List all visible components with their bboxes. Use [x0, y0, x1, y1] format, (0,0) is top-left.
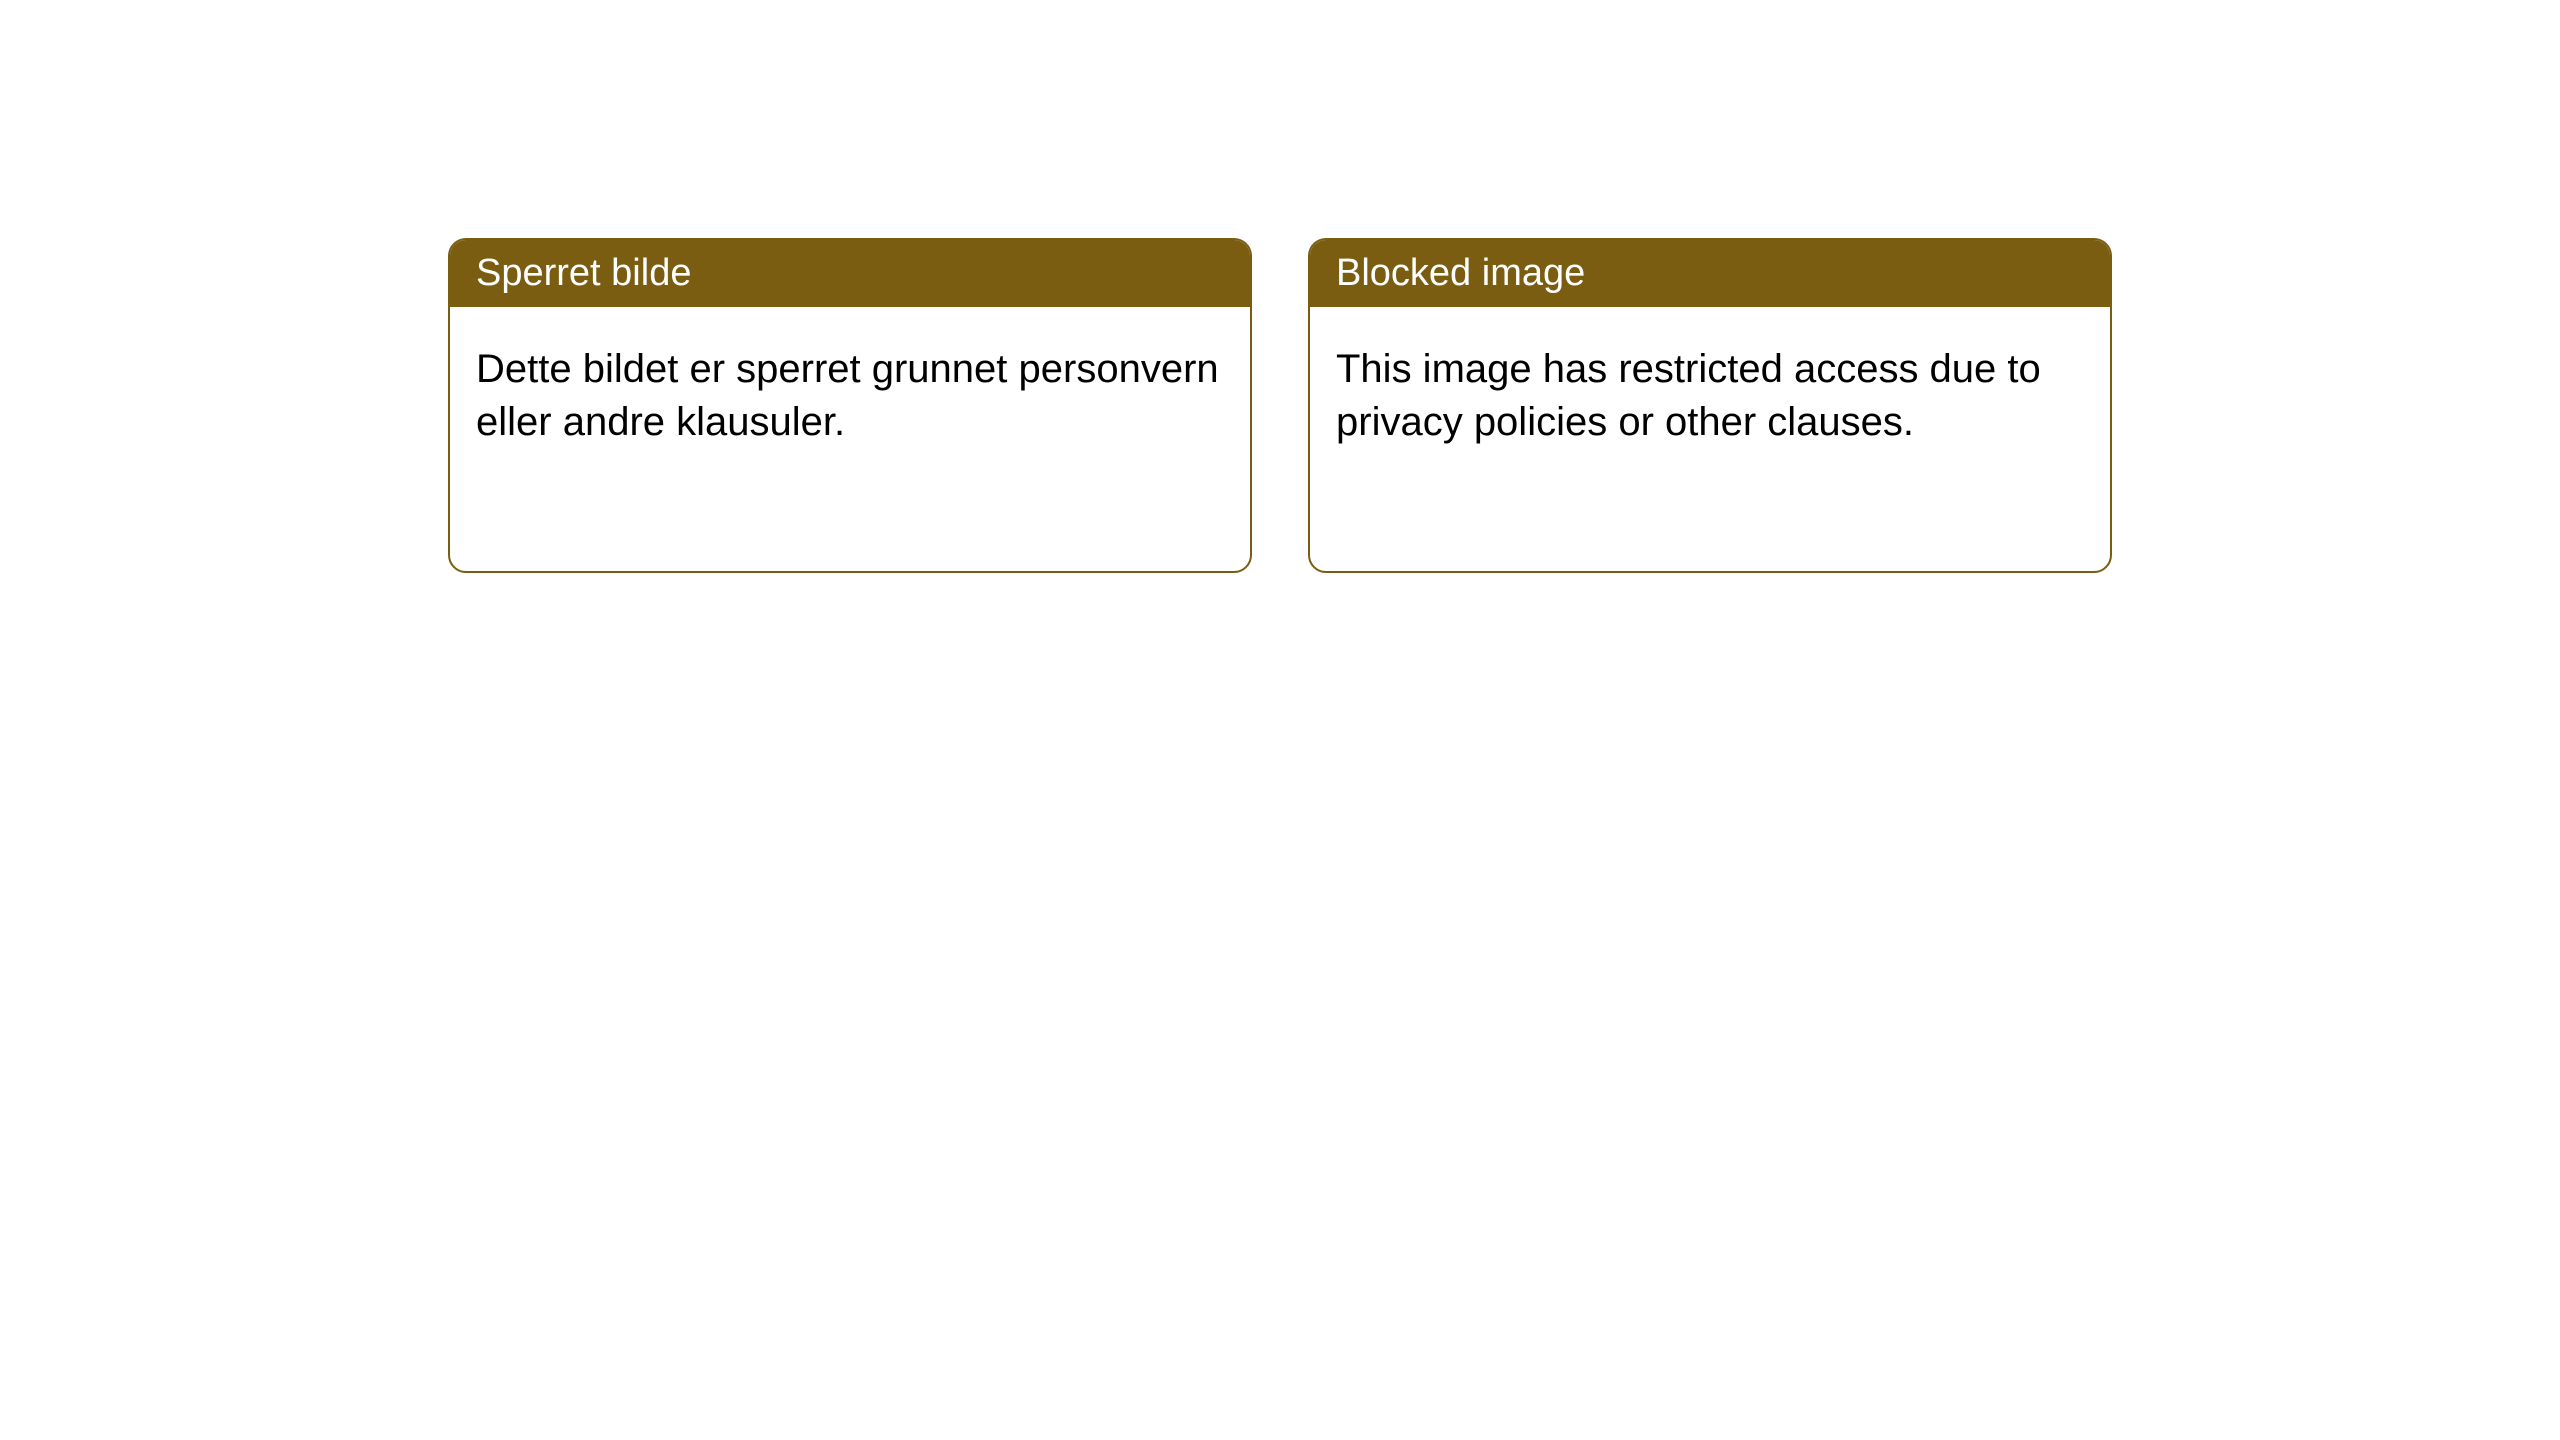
- card-body-text: Dette bildet er sperret grunnet personve…: [476, 347, 1219, 444]
- card-body-text: This image has restricted access due to …: [1336, 347, 2041, 444]
- blocked-image-card-no: Sperret bilde Dette bildet er sperret gr…: [448, 238, 1252, 573]
- notice-container: Sperret bilde Dette bildet er sperret gr…: [0, 0, 2560, 573]
- blocked-image-card-en: Blocked image This image has restricted …: [1308, 238, 2112, 573]
- card-body: Dette bildet er sperret grunnet personve…: [450, 307, 1250, 485]
- card-title: Sperret bilde: [476, 252, 691, 294]
- card-header: Blocked image: [1310, 240, 2110, 307]
- card-header: Sperret bilde: [450, 240, 1250, 307]
- card-title: Blocked image: [1336, 252, 1585, 294]
- card-body: This image has restricted access due to …: [1310, 307, 2110, 485]
